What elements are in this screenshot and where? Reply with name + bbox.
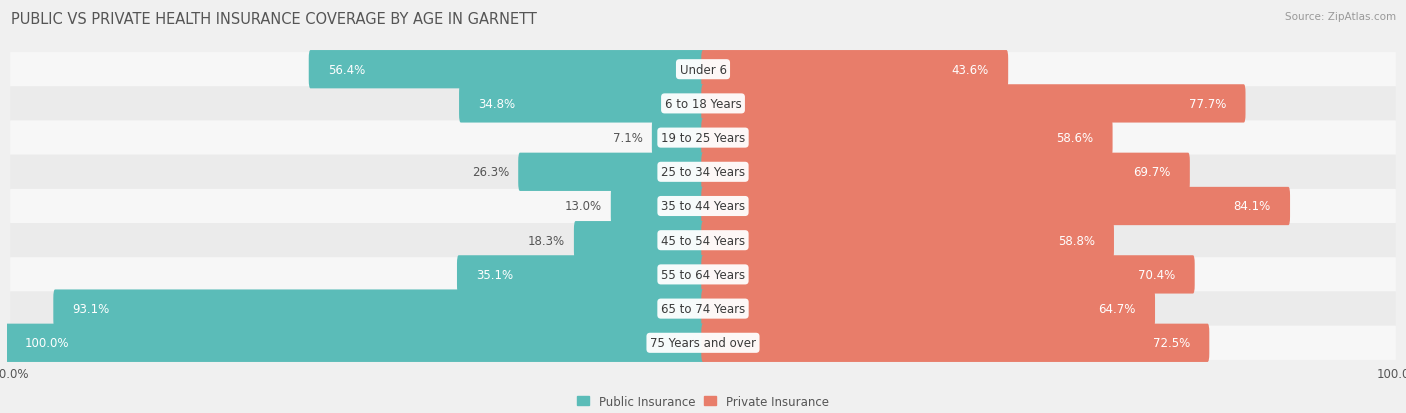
Text: Source: ZipAtlas.com: Source: ZipAtlas.com [1285,12,1396,22]
FancyBboxPatch shape [519,153,704,192]
FancyBboxPatch shape [10,292,1396,326]
Legend: Public Insurance, Private Insurance: Public Insurance, Private Insurance [578,395,828,408]
FancyBboxPatch shape [652,119,704,157]
FancyBboxPatch shape [702,256,1195,294]
Text: 26.3%: 26.3% [472,166,509,179]
FancyBboxPatch shape [10,121,1396,155]
Text: 19 to 25 Years: 19 to 25 Years [661,132,745,145]
Text: 43.6%: 43.6% [952,64,988,76]
FancyBboxPatch shape [10,326,1396,360]
FancyBboxPatch shape [6,324,704,362]
Text: 75 Years and over: 75 Years and over [650,337,756,349]
FancyBboxPatch shape [702,51,1008,89]
FancyBboxPatch shape [10,53,1396,87]
Text: 77.7%: 77.7% [1189,97,1226,111]
FancyBboxPatch shape [574,221,704,260]
FancyBboxPatch shape [702,290,1156,328]
FancyBboxPatch shape [10,87,1396,121]
FancyBboxPatch shape [702,221,1114,260]
Text: 18.3%: 18.3% [529,234,565,247]
Text: 58.6%: 58.6% [1056,132,1094,145]
Text: 70.4%: 70.4% [1139,268,1175,281]
FancyBboxPatch shape [702,188,1291,225]
Text: 13.0%: 13.0% [565,200,602,213]
Text: 56.4%: 56.4% [328,64,366,76]
FancyBboxPatch shape [10,155,1396,190]
Text: 65 to 74 Years: 65 to 74 Years [661,302,745,316]
FancyBboxPatch shape [460,85,704,123]
FancyBboxPatch shape [702,324,1209,362]
Text: 58.8%: 58.8% [1057,234,1095,247]
Text: 84.1%: 84.1% [1233,200,1271,213]
Text: 34.8%: 34.8% [478,97,516,111]
Text: 25 to 34 Years: 25 to 34 Years [661,166,745,179]
Text: 100.0%: 100.0% [24,337,69,349]
FancyBboxPatch shape [10,223,1396,258]
FancyBboxPatch shape [610,188,704,225]
Text: 55 to 64 Years: 55 to 64 Years [661,268,745,281]
FancyBboxPatch shape [702,119,1112,157]
FancyBboxPatch shape [10,190,1396,223]
Text: 93.1%: 93.1% [73,302,110,316]
FancyBboxPatch shape [309,51,704,89]
Text: 6 to 18 Years: 6 to 18 Years [665,97,741,111]
FancyBboxPatch shape [702,85,1246,123]
Text: 45 to 54 Years: 45 to 54 Years [661,234,745,247]
Text: 7.1%: 7.1% [613,132,643,145]
Text: Under 6: Under 6 [679,64,727,76]
Text: 69.7%: 69.7% [1133,166,1171,179]
FancyBboxPatch shape [53,290,704,328]
FancyBboxPatch shape [10,258,1396,292]
FancyBboxPatch shape [702,153,1189,192]
Text: 64.7%: 64.7% [1098,302,1136,316]
FancyBboxPatch shape [457,256,704,294]
Text: 72.5%: 72.5% [1153,337,1191,349]
Text: 35 to 44 Years: 35 to 44 Years [661,200,745,213]
Text: PUBLIC VS PRIVATE HEALTH INSURANCE COVERAGE BY AGE IN GARNETT: PUBLIC VS PRIVATE HEALTH INSURANCE COVER… [11,12,537,27]
Text: 35.1%: 35.1% [477,268,513,281]
